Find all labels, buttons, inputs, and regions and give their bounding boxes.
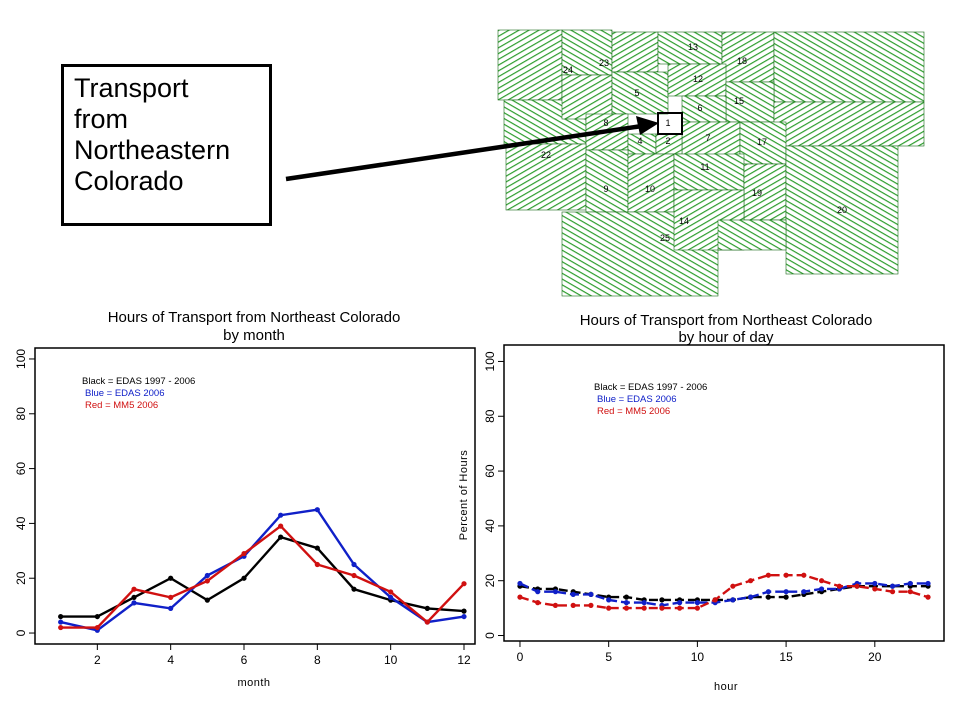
- map-region: [673, 153, 745, 191]
- map-region: [773, 101, 925, 147]
- region-number: 4: [637, 136, 642, 146]
- map-regions: [497, 29, 925, 297]
- callout-arrow: [285, 116, 659, 182]
- callout-line: Northeastern: [74, 135, 231, 165]
- map-region: [717, 219, 787, 251]
- map-region: [657, 31, 723, 65]
- region-number: 20: [837, 205, 847, 215]
- region-number: 5: [634, 88, 639, 98]
- region-number: 17: [757, 137, 767, 147]
- callout-line: Transport: [74, 73, 189, 103]
- map-region: [505, 143, 587, 211]
- callout-line: from: [74, 104, 128, 134]
- region-number: 10: [645, 184, 655, 194]
- region-number: 2: [665, 136, 670, 146]
- region-number: 12: [693, 74, 703, 84]
- map-region: [773, 31, 925, 103]
- callout-box: Transport from Northeastern Colorado: [61, 64, 272, 226]
- region-number: 13: [688, 42, 698, 52]
- map-region: [681, 95, 727, 123]
- region-number: 14: [679, 216, 689, 226]
- region-number: 15: [734, 96, 744, 106]
- region-number: 23: [599, 58, 609, 68]
- region-number: 7: [705, 133, 710, 143]
- map-region: [497, 29, 563, 101]
- region-number: 24: [563, 65, 573, 75]
- callout-line: Colorado: [74, 166, 184, 196]
- map-region: [667, 63, 727, 97]
- map-region: [611, 71, 669, 115]
- region-number: 19: [752, 188, 762, 198]
- region-number: 18: [737, 56, 747, 66]
- region-number: 25: [660, 233, 670, 243]
- map-region: [721, 31, 775, 83]
- map-region: [561, 74, 613, 120]
- region-number: 11: [700, 162, 709, 172]
- map-region: [585, 149, 629, 213]
- map-region: [627, 153, 675, 213]
- map-region: [611, 31, 659, 73]
- region-number: 8: [603, 118, 608, 128]
- map-region: [739, 121, 787, 165]
- region-number: 1: [665, 118, 670, 128]
- region-number: 9: [603, 184, 608, 194]
- map-region: [561, 29, 613, 76]
- map-region: [743, 163, 787, 221]
- region-number: 22: [541, 150, 551, 160]
- region-number: 6: [697, 103, 702, 113]
- map-region: [785, 145, 899, 275]
